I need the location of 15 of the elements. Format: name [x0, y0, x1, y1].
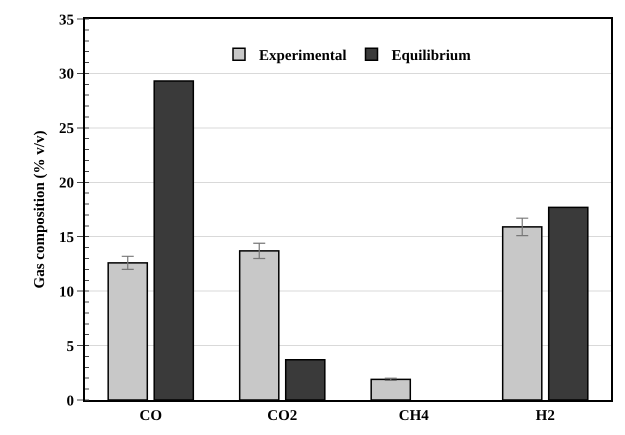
legend-label: Equilibrium [392, 48, 472, 64]
y-tick-label: 30 [59, 66, 74, 83]
y-tick-label: 15 [59, 230, 74, 246]
x-tick-label: H2 [536, 408, 555, 424]
y-tick-label: 5 [66, 338, 74, 355]
legend-label: Experimental [259, 48, 346, 64]
x-tick-label: CO2 [267, 408, 298, 424]
y-axis-title: Gas composition (% v/v) [32, 130, 48, 288]
y-tick-label: 0 [66, 393, 74, 410]
y-tick-label: 25 [59, 121, 74, 138]
y-tick-label: 35 [59, 12, 74, 28]
x-tick-label: CO [140, 408, 162, 424]
y-tick-label: 10 [59, 284, 74, 300]
y-tick-label: 20 [59, 176, 74, 192]
x-tick-label: CH4 [398, 408, 430, 424]
